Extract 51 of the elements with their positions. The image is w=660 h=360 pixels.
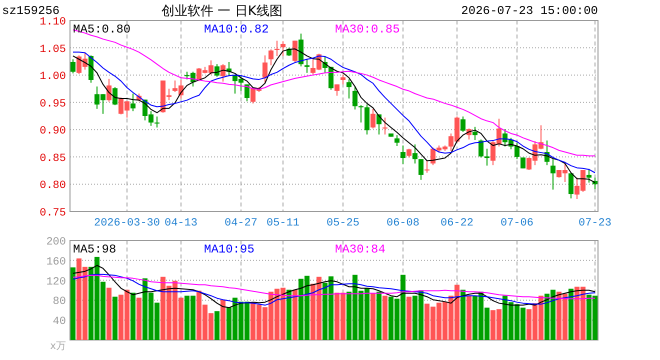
y-tick-label: 0.90 [40, 126, 66, 138]
text: sz159256 [2, 4, 60, 18]
y-tick-label: 40 [52, 316, 66, 328]
y-tick-label: 200 [46, 236, 66, 248]
bar [220, 300, 226, 340]
x-tick-label: 07-23 [578, 218, 612, 230]
bar [376, 292, 382, 340]
text: MA30:0.85 [335, 22, 400, 36]
line-series [72, 264, 596, 308]
bar [382, 296, 388, 340]
y-tick-label: 120 [46, 276, 66, 288]
x-tick-label: 06-08 [386, 218, 420, 230]
bar [466, 296, 472, 340]
bar [406, 296, 412, 340]
y-tick-label: 0.80 [40, 180, 66, 192]
y-tick-label: 160 [46, 256, 66, 268]
bar [370, 293, 376, 340]
y-tick-label: 0.95 [40, 98, 66, 110]
bar [136, 298, 142, 340]
bar [70, 267, 76, 340]
line-series [72, 274, 596, 306]
x-tick-label: 05-25 [326, 218, 360, 230]
bar [112, 296, 118, 340]
text: MA10:0.82 [204, 22, 269, 36]
bar [286, 290, 292, 340]
text: MA30:84 [335, 242, 386, 256]
x-tick-label: 2026-03-30 [94, 218, 160, 230]
chart-subtitle: 2026-07-23 15:00:00 [461, 4, 598, 18]
y-tick-label: 1.05 [40, 44, 66, 56]
text: MA10:95 [204, 242, 254, 256]
bar [214, 311, 220, 340]
line-series [72, 274, 596, 300]
bar [130, 292, 136, 340]
y-tick-label: 1.10 [40, 16, 66, 28]
y-tick-label: 0.75 [40, 208, 66, 220]
bar [292, 290, 298, 340]
x-tick-label: 04-13 [164, 218, 198, 230]
x-tick-label: 04-27 [224, 218, 258, 230]
y-tick-label: 1.00 [40, 71, 66, 84]
series-label: MA5:98 [73, 242, 116, 256]
x-tick-label: 05-11 [266, 218, 300, 230]
bar [460, 290, 466, 340]
bar [568, 288, 574, 340]
y-tick-label: 0.85 [40, 152, 66, 165]
series-label: MA5:0.80 [73, 22, 131, 36]
x-tick-label: 07-06 [500, 218, 534, 230]
y-tick-label: 80 [52, 296, 66, 308]
x-tick-label: 06-22 [440, 218, 474, 230]
chart-title: 创业软件 一 日K线图 [162, 4, 282, 19]
y-axis-title: x万 [50, 341, 66, 352]
bar [106, 288, 112, 340]
